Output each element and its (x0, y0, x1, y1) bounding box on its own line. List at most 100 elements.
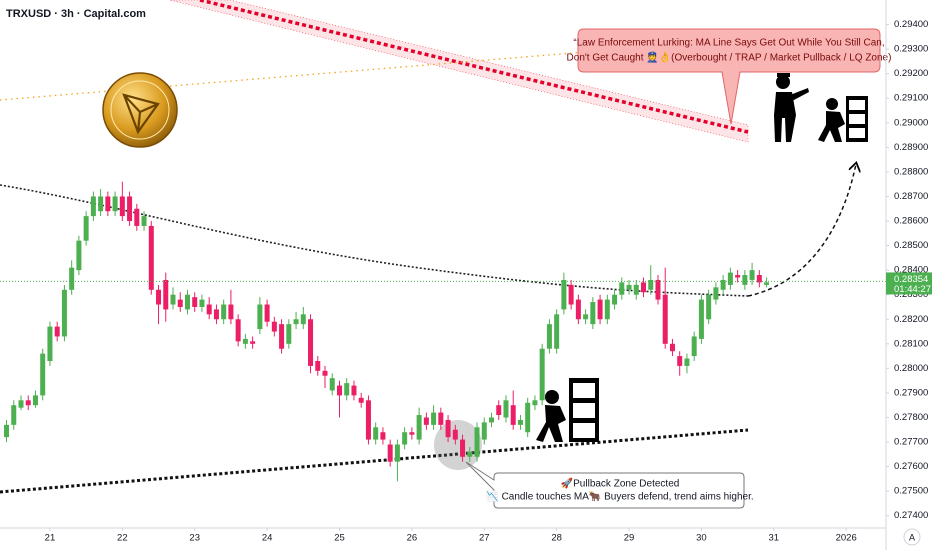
candle-body (756, 275, 762, 283)
candle-body (213, 309, 219, 320)
candle-body (742, 275, 748, 285)
callout-line: Don't Get Caught 👮👌(Overbought / TRAP / … (567, 51, 892, 64)
candle-body (365, 400, 371, 440)
candle-body (336, 385, 342, 396)
candle-body (83, 216, 89, 241)
x-tick-label: 2026 (836, 533, 857, 544)
candle-body (69, 267, 75, 290)
candle-body (474, 427, 480, 457)
drawings (0, 0, 868, 494)
candle-body (735, 275, 741, 278)
auto-scale-label[interactable]: A (909, 532, 915, 542)
shelf-2 (569, 378, 599, 442)
candle-body (655, 279, 661, 300)
x-tick-label: 25 (334, 533, 345, 544)
candle-body (706, 294, 712, 320)
x-tick-label: 23 (189, 533, 200, 544)
y-tick-label: 0.29400 (894, 19, 928, 30)
candle-body (510, 405, 516, 425)
title-bg (0, 5, 120, 23)
candle-body (394, 444, 400, 462)
pullback-box (465, 461, 745, 509)
callout-line: “Law Enforcement Lurking: MA Line Says G… (573, 38, 884, 49)
x-tick-label: 28 (551, 533, 562, 544)
candle-body (177, 299, 183, 307)
candle-body (300, 314, 306, 325)
candle-body (206, 304, 212, 315)
axes: 0.29400 0.29300 0.29200 0.29100 0.29000 0.289… (45, 19, 932, 544)
candle-body (539, 348, 545, 401)
candle-body (698, 299, 704, 339)
chart-title: TRXUSD · 3h · Capital.com (6, 8, 146, 20)
officer-figure (774, 73, 809, 142)
y-tick-label: 0.28500 (894, 240, 928, 251)
candle-body (488, 417, 494, 423)
candle-body (308, 319, 314, 366)
y-tick-label: 0.28600 (894, 216, 928, 227)
candle-body (235, 319, 241, 342)
candle-body (626, 284, 632, 290)
candle-body (47, 326, 53, 362)
candle-body (423, 417, 429, 425)
y-tick-label: 0.29200 (894, 68, 928, 79)
candle-body (467, 451, 473, 457)
y-tick-label: 0.28200 (894, 314, 928, 325)
candle-body (431, 412, 437, 425)
candle-body (691, 336, 697, 357)
auto-scale-button[interactable] (903, 528, 921, 546)
candle-body (257, 304, 263, 330)
candle-body (525, 402, 531, 433)
candle-body (322, 370, 328, 376)
candle-body (4, 424, 10, 438)
candle-body (648, 279, 654, 290)
x-tick-label: 21 (45, 533, 56, 544)
candle-body (192, 297, 198, 307)
y-tick-label: 0.28900 (894, 142, 928, 153)
y-tick-label: 0.28000 (894, 363, 928, 374)
y-tick-label: 0.29000 (894, 117, 928, 128)
candle-body (641, 282, 647, 293)
candle-body (279, 324, 285, 349)
candle-body (402, 432, 408, 445)
candle-body (105, 196, 111, 212)
candle-body (554, 314, 560, 349)
candle-body (170, 294, 176, 305)
candle-body (546, 324, 552, 349)
y-tick-label: 0.28700 (894, 191, 928, 202)
y-tick-label: 0.27800 (894, 412, 928, 423)
candle-body (148, 225, 154, 290)
candle-body (662, 294, 668, 344)
candle-body (496, 405, 502, 416)
candle-body (380, 432, 386, 440)
candle-body (460, 439, 466, 457)
candle-body (90, 196, 96, 217)
coin-logo (122, 93, 160, 135)
candle-body (40, 353, 46, 396)
candle-body (517, 419, 523, 425)
y-tick-label: 0.28100 (894, 338, 928, 349)
candle-body (720, 279, 726, 290)
candle-body (561, 279, 567, 310)
pullback-line: 🚀Pullback Zone Detected (561, 477, 680, 490)
candle-body (127, 196, 133, 222)
candle-body (25, 400, 31, 406)
candle-body (134, 208, 140, 226)
y-tick-label: 0.28300 (894, 289, 928, 300)
candle-body (32, 395, 38, 406)
candle-body (677, 356, 683, 366)
y-tick-label: 0.27700 (894, 437, 928, 448)
coin (102, 72, 178, 148)
candle-body (228, 304, 234, 320)
candle-body (597, 299, 603, 320)
x-tick-label: 30 (696, 533, 707, 544)
candle-body (184, 294, 190, 310)
coin-ring (110, 80, 170, 140)
candle-body (98, 196, 104, 212)
x-tick-label: 27 (479, 533, 490, 544)
candle-body (11, 405, 17, 425)
candle-body (61, 289, 67, 337)
pullback-line: 📉 Candle touches MA🐂 Buyers defend, tren… (486, 490, 753, 503)
x-tick-label: 31 (769, 533, 780, 544)
support-trendline (0, 428, 749, 494)
